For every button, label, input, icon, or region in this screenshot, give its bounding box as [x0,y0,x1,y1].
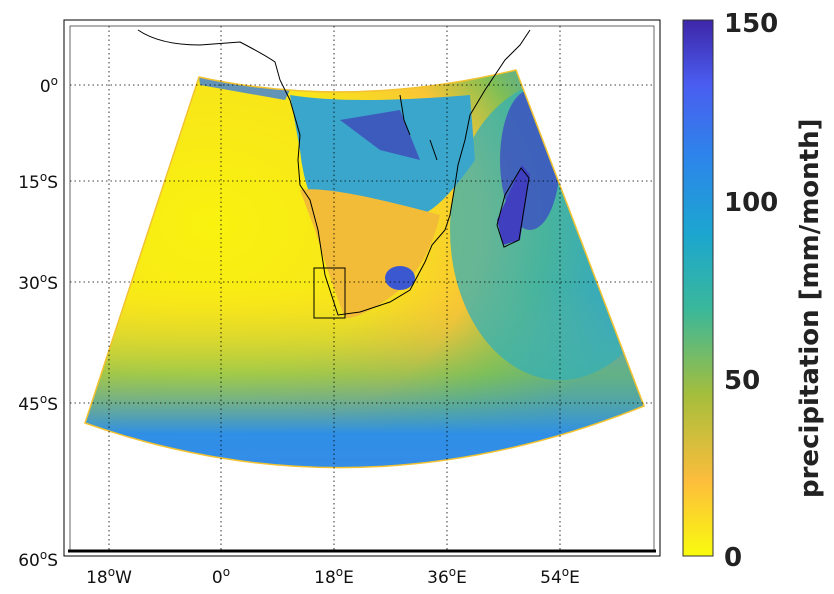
lakes-outline [399,94,438,161]
lat-label-45s: 45oS [18,392,58,415]
colorbar-tick-150: 150 [724,9,778,39]
lat-label-60s: 60oS [18,548,58,571]
colorbar-tick-0: 0 [724,543,742,573]
lon-label-36e: 36oE [427,565,467,588]
madagascar-coastline [496,167,530,248]
lat-label-0: 0o [40,74,58,97]
lat-label-15s: 15oS [18,170,58,193]
lat-label-30s: 30oS [18,271,58,294]
grid [70,26,654,550]
lon-label-18w: 18oW [86,565,132,588]
colorbar-label: precipitation [mm/month] [795,118,825,498]
domain-boundary [84,69,645,469]
lon-label-54e: 54oE [540,565,580,588]
colorbar-tick-50: 50 [724,366,760,396]
lon-label-0: 0o [212,565,230,588]
colorbar [682,19,714,557]
lon-label-18e: 18oE [314,565,354,588]
highlight-box [313,267,346,319]
colorbar-tick-100: 100 [724,188,778,218]
africa-coastline [137,29,531,316]
